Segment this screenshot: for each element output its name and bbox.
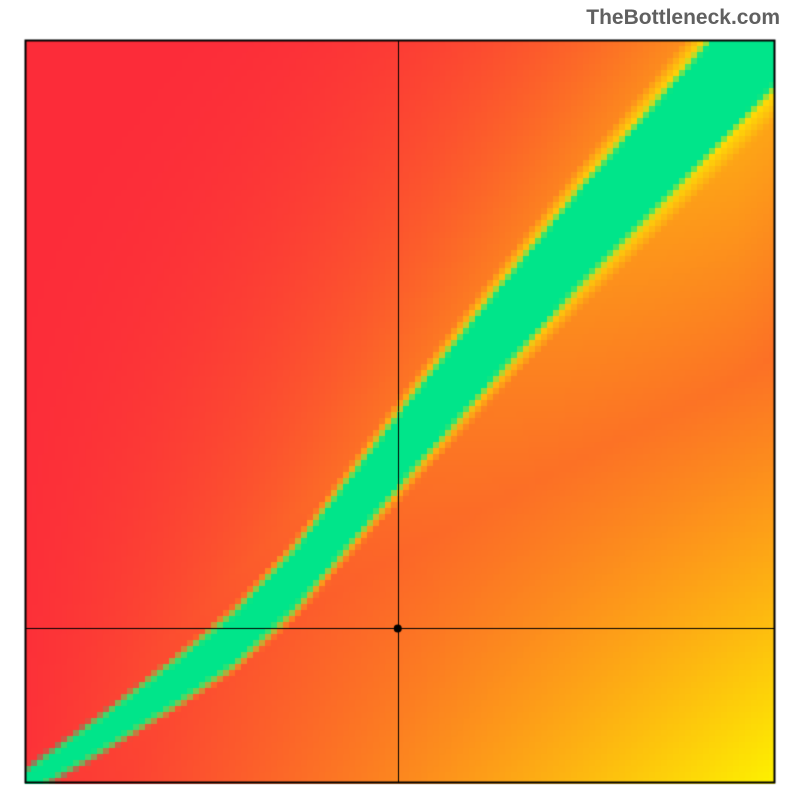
bottleneck-heatmap — [0, 0, 800, 800]
chart-wrapper: TheBottleneck.com — [0, 0, 800, 800]
attribution-text: TheBottleneck.com — [586, 6, 780, 30]
